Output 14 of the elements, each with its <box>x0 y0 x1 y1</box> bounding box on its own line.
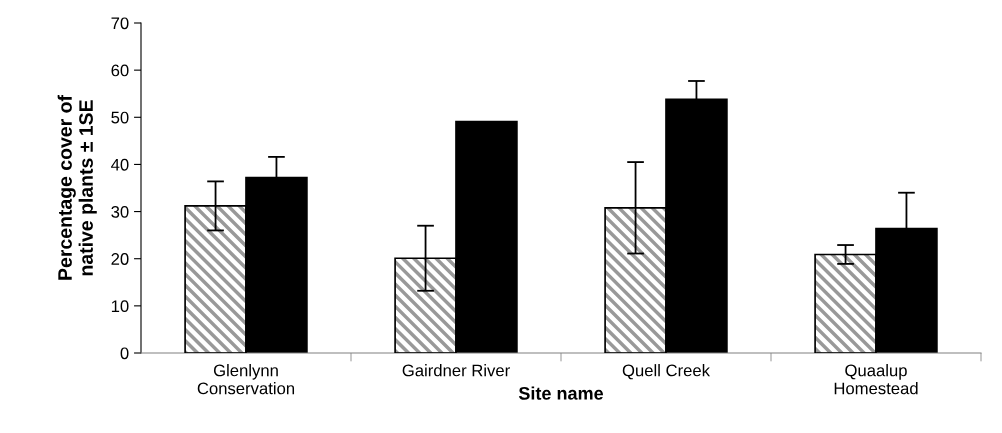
y-tick-label: 0 <box>120 347 129 360</box>
y-tick-label: 40 <box>111 158 129 171</box>
x-tick-label: Gairdner River <box>402 364 510 377</box>
y-tick-label: 30 <box>111 205 129 218</box>
y-axis-title: Percentage cover of native plants ± 1SE <box>57 95 97 280</box>
y-tick-label: 50 <box>111 111 129 124</box>
x-tick-label: Quaalup Homestead <box>834 364 918 395</box>
x-tick-label: Glenlynn Conservation <box>197 364 295 395</box>
y-tick-label: 20 <box>111 253 129 265</box>
y-tick-label: 60 <box>111 64 129 77</box>
y-tick-label: 10 <box>111 300 129 313</box>
y-tick-label: 70 <box>111 17 129 30</box>
x-tick-label: Quell Creek <box>622 364 711 380</box>
x-axis-title: Site name <box>518 386 604 400</box>
